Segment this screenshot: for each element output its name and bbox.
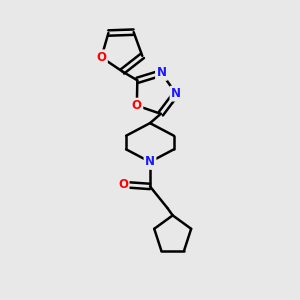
Text: O: O bbox=[96, 51, 106, 64]
Text: N: N bbox=[171, 87, 181, 100]
Text: N: N bbox=[157, 66, 166, 80]
Text: N: N bbox=[145, 155, 155, 168]
Text: O: O bbox=[118, 178, 128, 191]
Text: O: O bbox=[132, 99, 142, 112]
